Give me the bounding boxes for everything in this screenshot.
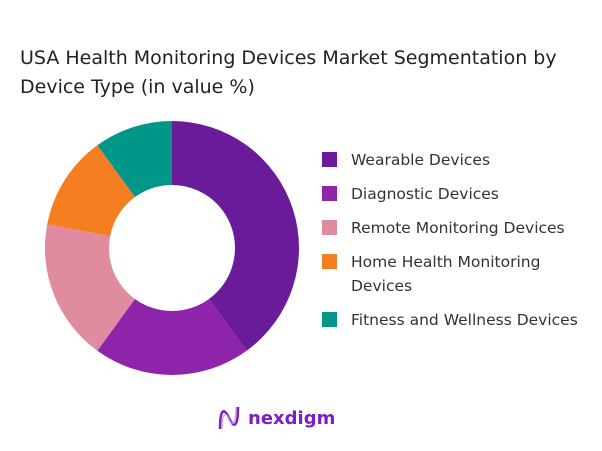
legend-label: Wearable Devices — [351, 151, 491, 169]
legend-label: Remote Monitoring Devices — [351, 219, 565, 237]
legend-swatch — [322, 254, 337, 269]
legend-swatch — [322, 312, 337, 327]
legend-item: Diagnostic Devices — [322, 182, 499, 206]
slice-wearable-devices — [172, 121, 299, 351]
legend-item: Fitness and Wellness Devices — [322, 308, 578, 332]
nexdigm-logo: nexdigm — [218, 405, 335, 431]
legend-item: Home Health Monitoring Devices — [322, 250, 572, 298]
legend-swatch — [322, 186, 337, 201]
slice-fitness-and-wellness-devices — [97, 121, 172, 198]
legend-item: Wearable Devices — [322, 148, 490, 172]
slice-diagnostic-devices — [97, 298, 247, 375]
legend-swatch — [322, 152, 337, 167]
legend-item: Remote Monitoring Devices — [322, 216, 565, 240]
legend-label: Home Health Monitoring Devices — [351, 253, 541, 295]
slice-remote-monitoring-devices — [44, 224, 135, 351]
logo-text: nexdigm — [248, 407, 336, 429]
legend-label: Fitness and Wellness Devices — [351, 311, 578, 329]
logo-icon — [218, 406, 240, 430]
legend-swatch — [322, 220, 337, 235]
chart-title: USA Health Monitoring Devices Market Seg… — [20, 47, 557, 98]
slice-home-health-monitoring-devices — [47, 145, 135, 237]
legend-label: Diagnostic Devices — [351, 185, 499, 203]
